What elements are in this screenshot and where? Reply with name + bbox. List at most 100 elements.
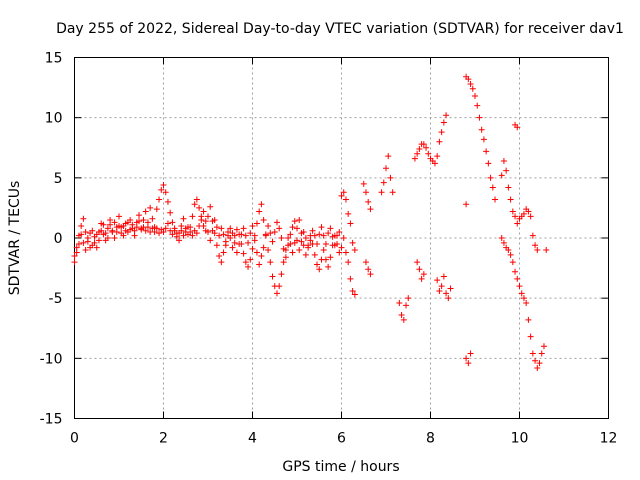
data-point (285, 242, 292, 249)
data-point (314, 241, 321, 248)
data-point (220, 249, 227, 256)
data-point (249, 245, 256, 252)
y-tick-label: 10 (45, 111, 63, 127)
data-point (149, 215, 156, 222)
data-point (320, 232, 327, 239)
data-point (431, 160, 438, 167)
data-point (543, 247, 550, 254)
data-point (305, 244, 312, 251)
data-point (342, 249, 349, 256)
data-point (447, 285, 454, 292)
data-point (385, 153, 392, 160)
data-point (216, 232, 223, 239)
data-point (140, 216, 147, 223)
data-point (187, 228, 194, 235)
data-point (440, 273, 447, 280)
data-point (233, 249, 240, 256)
data-point (111, 235, 118, 241)
data-point (209, 227, 216, 234)
data-point (93, 244, 100, 251)
data-point (82, 228, 89, 235)
data-point (525, 208, 532, 215)
data-point (71, 259, 78, 266)
data-point (525, 316, 532, 323)
data-point (102, 230, 109, 237)
data-point (198, 216, 205, 223)
data-point (164, 198, 171, 205)
data-point (485, 160, 492, 167)
data-point (78, 222, 85, 229)
data-point (340, 235, 347, 241)
data-point (498, 235, 505, 241)
data-point (249, 222, 256, 229)
data-point (200, 208, 207, 215)
data-point (538, 350, 545, 357)
data-point (169, 231, 176, 238)
data-point (80, 239, 87, 246)
data-point (116, 213, 122, 220)
data-point (338, 192, 345, 199)
data-point (280, 245, 287, 252)
data-point (463, 355, 470, 362)
data-point (418, 275, 425, 282)
data-point (416, 145, 423, 152)
data-point (403, 302, 410, 309)
data-point (258, 201, 265, 208)
data-point (118, 230, 125, 237)
data-point (225, 232, 232, 239)
data-point (75, 241, 82, 248)
data-point (207, 237, 214, 244)
data-point (176, 237, 183, 244)
data-point (273, 219, 280, 226)
data-point (396, 299, 403, 306)
data-point (307, 237, 314, 244)
data-point (436, 287, 443, 294)
data-point (242, 259, 249, 266)
data-point (93, 231, 100, 238)
data-point (142, 227, 149, 234)
data-point (205, 228, 211, 235)
data-point (340, 189, 347, 196)
data-point (169, 219, 176, 226)
data-point (334, 232, 341, 239)
data-point (282, 254, 289, 261)
data-point (189, 213, 196, 220)
data-point (347, 275, 354, 282)
x-tick-label: 8 (426, 431, 435, 447)
data-point (467, 350, 474, 357)
data-point (278, 235, 285, 241)
y-axis-ticks: -15 -10 -5 0 5 10 15 (40, 51, 609, 428)
data-point (289, 224, 296, 231)
x-tick-label: 6 (337, 431, 346, 447)
data-point (84, 235, 91, 241)
data-point (329, 233, 336, 240)
data-point (336, 228, 343, 235)
chart-title: Day 255 of 2022, Sidereal Day-to-day VTE… (56, 21, 624, 37)
data-point (285, 235, 292, 241)
data-point (205, 213, 211, 220)
data-point (534, 364, 541, 371)
data-point (516, 283, 523, 290)
x-axis-title: GPS time / hours (282, 459, 399, 475)
y-tick-label: -5 (49, 291, 63, 307)
data-point (527, 333, 534, 340)
data-point (338, 244, 345, 251)
y-tick-label: 5 (54, 171, 63, 187)
data-point (180, 232, 187, 239)
data-point (184, 224, 191, 231)
data-point (518, 290, 525, 297)
data-point (240, 250, 247, 257)
y-tick-label: -15 (40, 412, 63, 428)
data-point (256, 208, 263, 215)
y-tick-label: 0 (54, 231, 63, 247)
data-point (265, 247, 272, 254)
data-point (167, 209, 174, 216)
data-point (443, 112, 450, 119)
data-point (147, 204, 154, 211)
data-point (529, 350, 536, 357)
data-point (95, 237, 102, 244)
data-point (416, 266, 423, 273)
data-point (136, 218, 143, 225)
data-point (302, 235, 309, 241)
data-point (325, 263, 332, 270)
